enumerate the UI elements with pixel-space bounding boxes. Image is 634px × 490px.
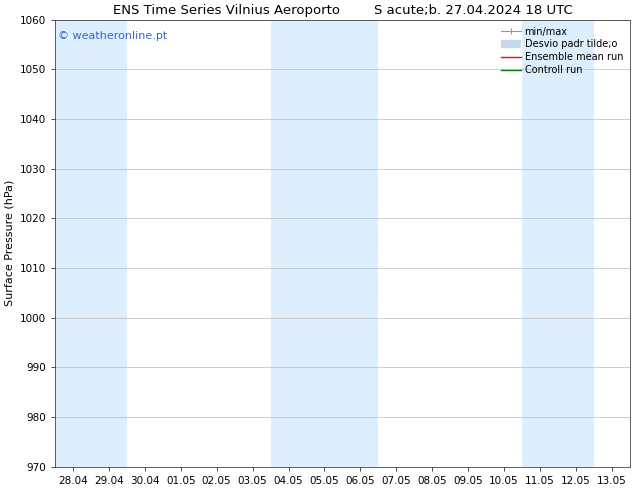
Y-axis label: Surface Pressure (hPa): Surface Pressure (hPa) bbox=[4, 180, 14, 306]
Title: ENS Time Series Vilnius Aeroporto        S acute;b. 27.04.2024 18 UTC: ENS Time Series Vilnius Aeroporto S acut… bbox=[113, 4, 573, 17]
Bar bbox=[522, 20, 594, 467]
Bar bbox=[55, 20, 127, 467]
Legend: min/max, Desvio padr tilde;o, Ensemble mean run, Controll run: min/max, Desvio padr tilde;o, Ensemble m… bbox=[499, 24, 625, 77]
Text: © weatheronline.pt: © weatheronline.pt bbox=[58, 31, 167, 41]
Bar bbox=[271, 20, 378, 467]
